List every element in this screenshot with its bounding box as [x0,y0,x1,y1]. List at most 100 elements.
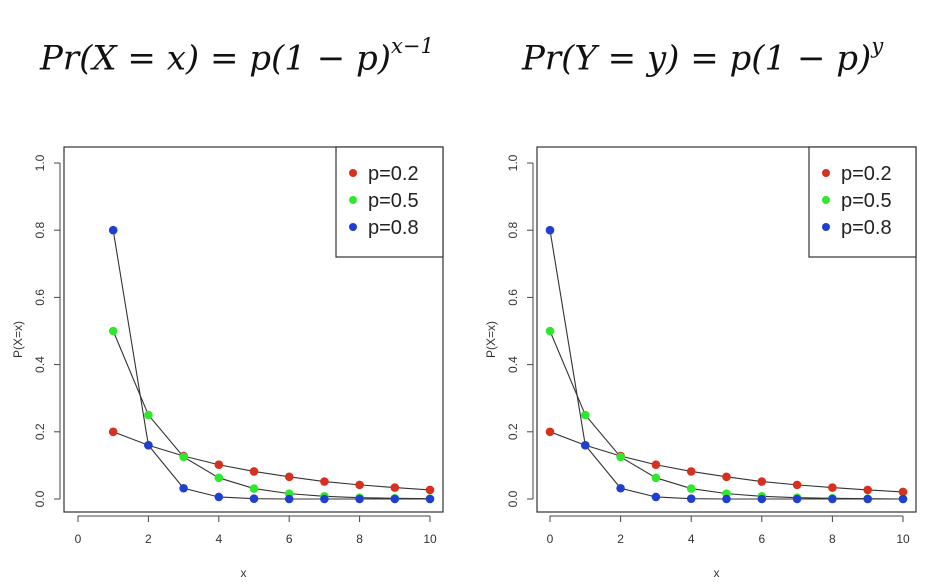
data-point [284,494,294,504]
data-point [249,484,259,493]
legend-label: p=0.8 [841,217,892,239]
series-p=0.8 [112,230,430,500]
data-point [686,494,696,503]
series-p=0.2 [549,431,904,493]
data-point [863,494,872,504]
series-points [108,326,435,503]
y-tick-label: 0.4 [33,356,47,373]
y-tick-label: 1.0 [506,154,520,171]
plot-frame [536,146,917,513]
y-axis: 0.0 0.2 0.4 0.6 0.8 1.0 P(X=x) [11,154,61,507]
data-point [108,225,118,235]
series-points [108,225,435,504]
data-point [898,494,908,504]
formula-left: Pr(X = x) = p(1 − p)x−1 [40,34,434,79]
data-point [686,484,696,493]
x-axis: 0 2 4 6 8 10 x [547,515,910,580]
y-tick-label: 0.8 [506,222,520,239]
y-axis-title: P(X=x) [11,321,25,358]
formula-right: Pr(Y = y) = p(1 − p)y [522,34,883,78]
series-p=0.2 [113,431,431,491]
y-tick-label: 0.6 [506,289,520,306]
data-point [686,467,696,476]
data-point [249,494,259,503]
legend-marker [349,223,357,231]
x-axis: 0 2 4 6 8 10 x [75,515,437,580]
formula-right-exponent: y [871,34,884,58]
legend: p=0.2 p=0.5 p=0.8 [335,146,444,258]
data-point [214,460,224,470]
y-tick-label: 1.0 [33,154,47,171]
x-axis-title: x [241,566,247,580]
data-point [651,460,661,470]
data-point [545,326,555,336]
x-tick-label: 0 [547,532,554,546]
data-point [108,427,118,437]
x-tick-label: 6 [286,532,293,546]
series-line [112,330,431,500]
data-point [792,480,802,490]
data-point [581,440,590,450]
series-points [108,427,435,495]
x-tick-label: 6 [758,532,765,546]
legend-marker [349,169,357,177]
data-point [355,480,364,490]
series-points [545,427,908,497]
x-tick-label: 10 [896,532,910,546]
data-point [425,494,435,504]
data-point [320,494,329,504]
data-point [651,473,661,483]
data-point [863,485,872,495]
data-point [320,477,329,486]
x-tick-label: 8 [829,532,836,546]
plot-frame [63,146,444,513]
legend-label: p=0.2 [368,163,419,185]
data-point [355,494,364,504]
data-point [214,473,224,483]
legend-marker [822,223,830,231]
y-axis-title: P(X=x) [484,321,498,358]
data-point [616,483,625,493]
data-point [390,494,400,504]
data-point [425,485,435,495]
series-points [545,225,908,504]
y-tick-label: 0.4 [506,356,520,373]
series-p=0.8 [549,230,903,500]
data-point [144,440,153,450]
legend-label: p=0.5 [368,190,419,212]
x-tick-label: 4 [688,532,695,546]
data-point [108,326,118,336]
data-point [179,483,188,493]
legend-label: p=0.2 [841,163,892,185]
x-tick-label: 10 [423,532,437,546]
series-line [549,431,904,493]
x-tick-label: 8 [356,532,363,546]
chart-2: 0 2 4 6 8 10x0.00.20.40.60.81.0P(X=x)p=0.2p=0… [484,146,917,580]
data-point [284,472,294,482]
formula-left-body: Pr(X = x) = p(1 − p) [40,38,392,79]
legend: p=0.2 p=0.5 p=0.8 [808,146,917,258]
x-tick-label: 2 [617,532,624,546]
data-point [545,427,555,437]
legend-label: p=0.8 [368,217,419,239]
series-line [112,230,430,500]
x-tick-label: 4 [215,532,222,546]
y-tick-label: 0.2 [33,423,47,440]
x-tick-label: 2 [145,532,152,546]
data-point [390,483,400,492]
data-point [616,452,625,462]
data-point [757,477,767,486]
series-line [113,431,431,491]
data-point [757,494,767,504]
data-point [722,494,731,504]
data-point [249,467,259,476]
legend-marker [822,196,830,204]
data-point [179,452,188,462]
formula-left-exponent: x−1 [391,34,434,58]
y-tick-label: 0.0 [506,490,520,507]
y-tick-label: 0.8 [33,222,47,239]
y-tick-label: 0.0 [33,490,47,507]
legend-marker [822,169,830,177]
data-point [792,494,802,504]
